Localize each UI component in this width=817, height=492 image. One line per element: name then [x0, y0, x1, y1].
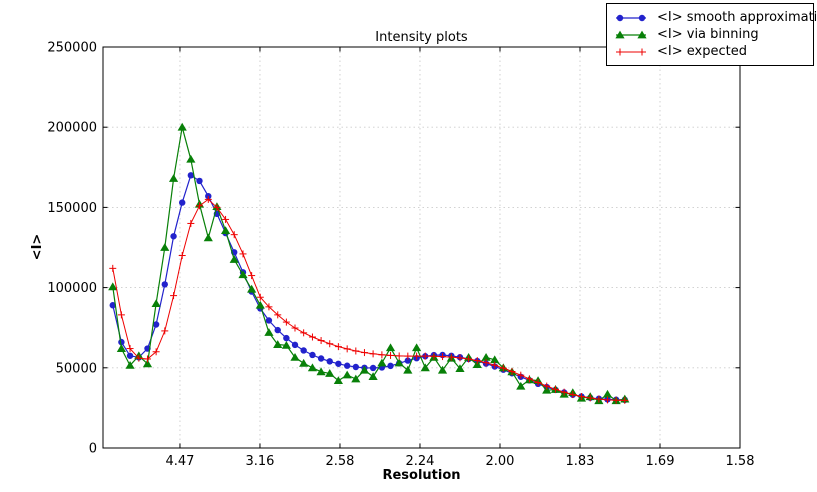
y-tick-label: 250000 [47, 41, 97, 56]
gridlines [103, 46, 741, 448]
tick-marks [103, 46, 741, 449]
x-tick-label: 1.69 [646, 454, 675, 469]
x-tick-label: 2.24 [406, 454, 435, 469]
y-tick-label: 0 [89, 442, 97, 457]
plot-border [102, 46, 741, 449]
x-tick-label: 3.16 [245, 454, 274, 469]
tick-labels: 4.47 3.16 2.58 2.24 2.00 1.83 1.69 1.58 0 50000 10… [47, 41, 754, 470]
y-tick-label: 200000 [47, 121, 97, 136]
y-tick-label: 100000 [47, 281, 97, 296]
y-tick-label: 150000 [47, 201, 97, 216]
y-tick-label: 50000 [56, 361, 97, 376]
x-tick-label: 1.83 [566, 454, 595, 469]
legend-item-smooth-approximation: <I> smooth approximation [614, 9, 817, 26]
series-expected [109, 195, 629, 404]
chart-title: Intensity plots [375, 30, 468, 45]
legend-marker-circle-icon [616, 14, 646, 21]
legend-item-via-binning: <I> via binning [614, 26, 806, 43]
legend-label: <I> smooth approximation [657, 10, 817, 25]
legend-marker-triangle-icon [615, 30, 647, 38]
x-axis-label: Resolution [382, 468, 461, 483]
legend-label: <I> expected [657, 44, 747, 59]
series-markers-via-binning [108, 122, 630, 405]
legend-marker-plus-icon [616, 48, 646, 55]
x-tick-label: 4.47 [165, 454, 194, 469]
legend-label: <I> via binning [657, 27, 759, 42]
x-tick-label: 2.58 [325, 454, 354, 469]
x-tick-label: 1.58 [726, 454, 755, 469]
legend: <I> smooth approximation <I> via binning… [606, 3, 817, 66]
x-tick-label: 2.00 [486, 454, 515, 469]
series-line-via-binning [112, 127, 625, 402]
legend-item-expected: <I> expected [614, 43, 806, 60]
series-via-binning [108, 122, 630, 405]
series-markers-expected [109, 195, 629, 404]
y-axis-label: <I> [30, 233, 45, 261]
series-line-expected [112, 198, 625, 401]
